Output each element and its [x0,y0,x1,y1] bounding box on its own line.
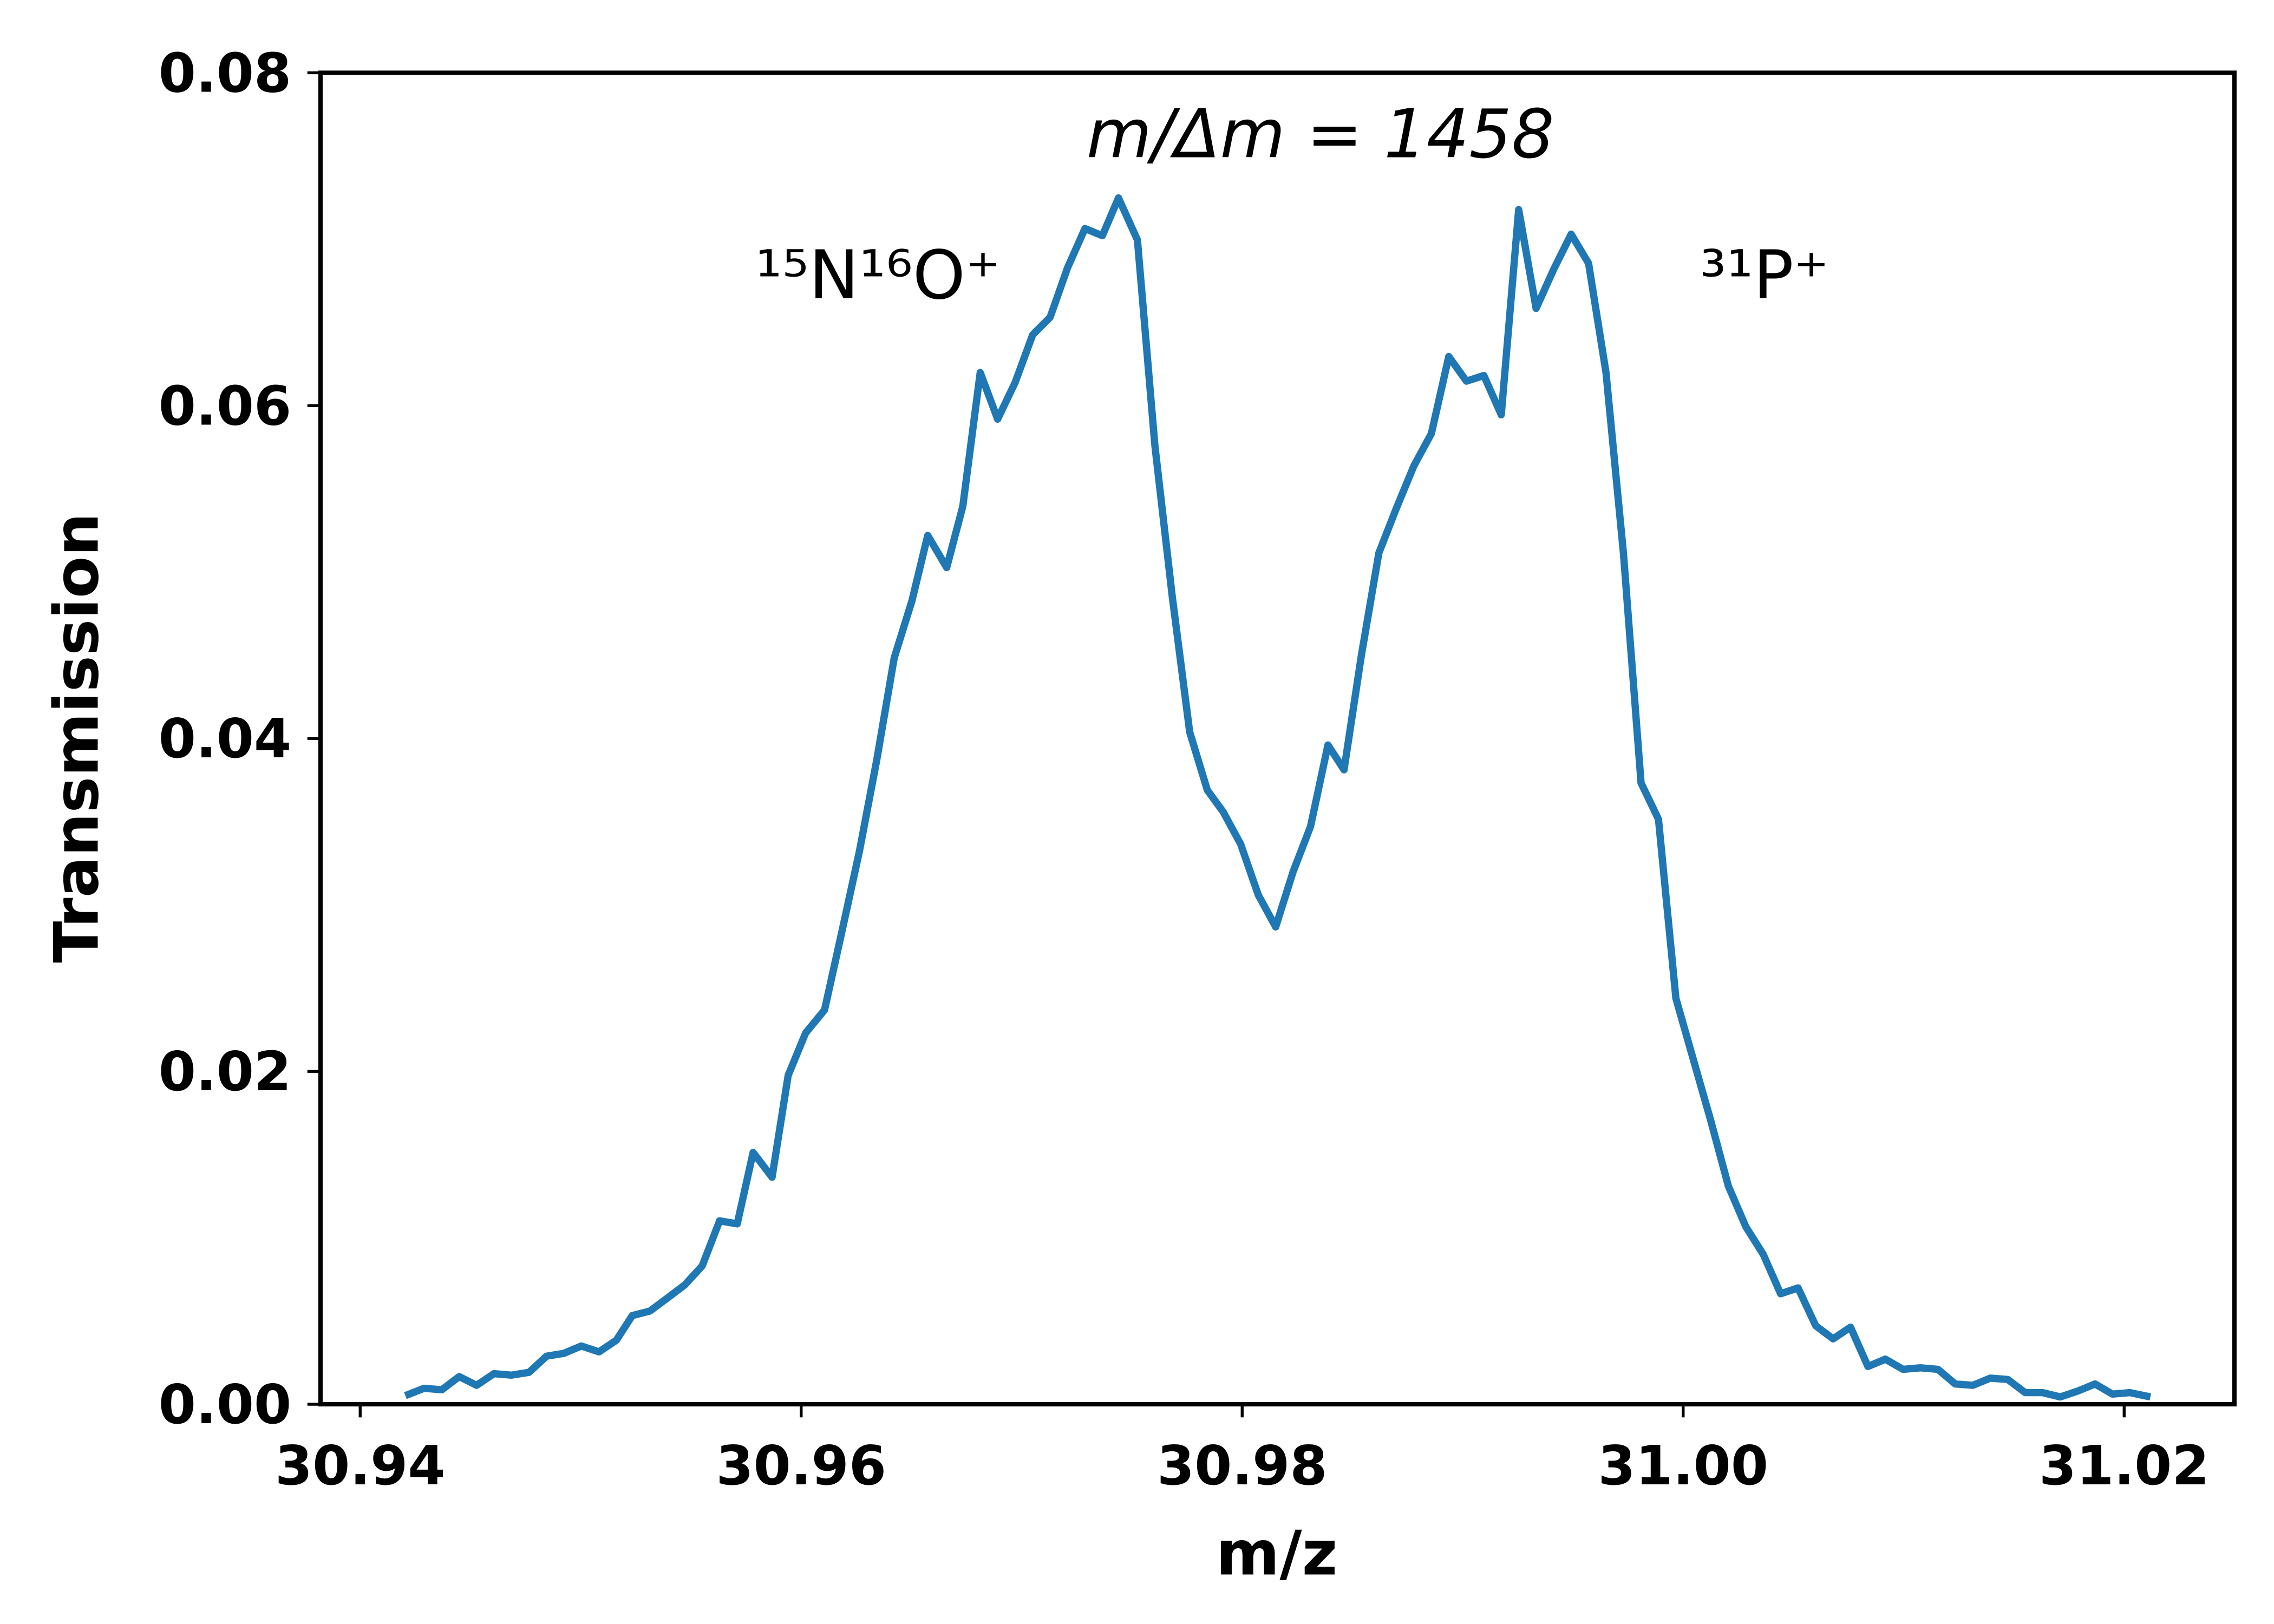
x-tick-label: 30.96 [716,1435,886,1497]
x-axis-label: m/z [1216,1518,1338,1589]
annotation: m/Δm = 1458 [1087,95,1554,173]
x-tick-label: 30.94 [275,1435,446,1497]
y-axis-label: Transmission [41,513,113,962]
y-tick-label: 0.02 [159,1041,291,1103]
y-tick-label: 0.04 [159,708,291,770]
y-tick-label: 0.08 [159,42,291,104]
y-tick-label: 0.06 [159,375,291,437]
annotation: ¹⁵N¹⁶O⁺ [755,237,1001,315]
y-tick-label: 0.00 [159,1374,291,1436]
x-tick-label: 31.02 [2039,1435,2210,1497]
x-tick-label: 31.00 [1598,1435,1768,1497]
plot-frame [318,70,2237,1407]
annotation: ³¹P⁺ [1700,237,1829,315]
data-line [404,194,2152,1401]
x-tick-label: 30.98 [1157,1435,1328,1497]
